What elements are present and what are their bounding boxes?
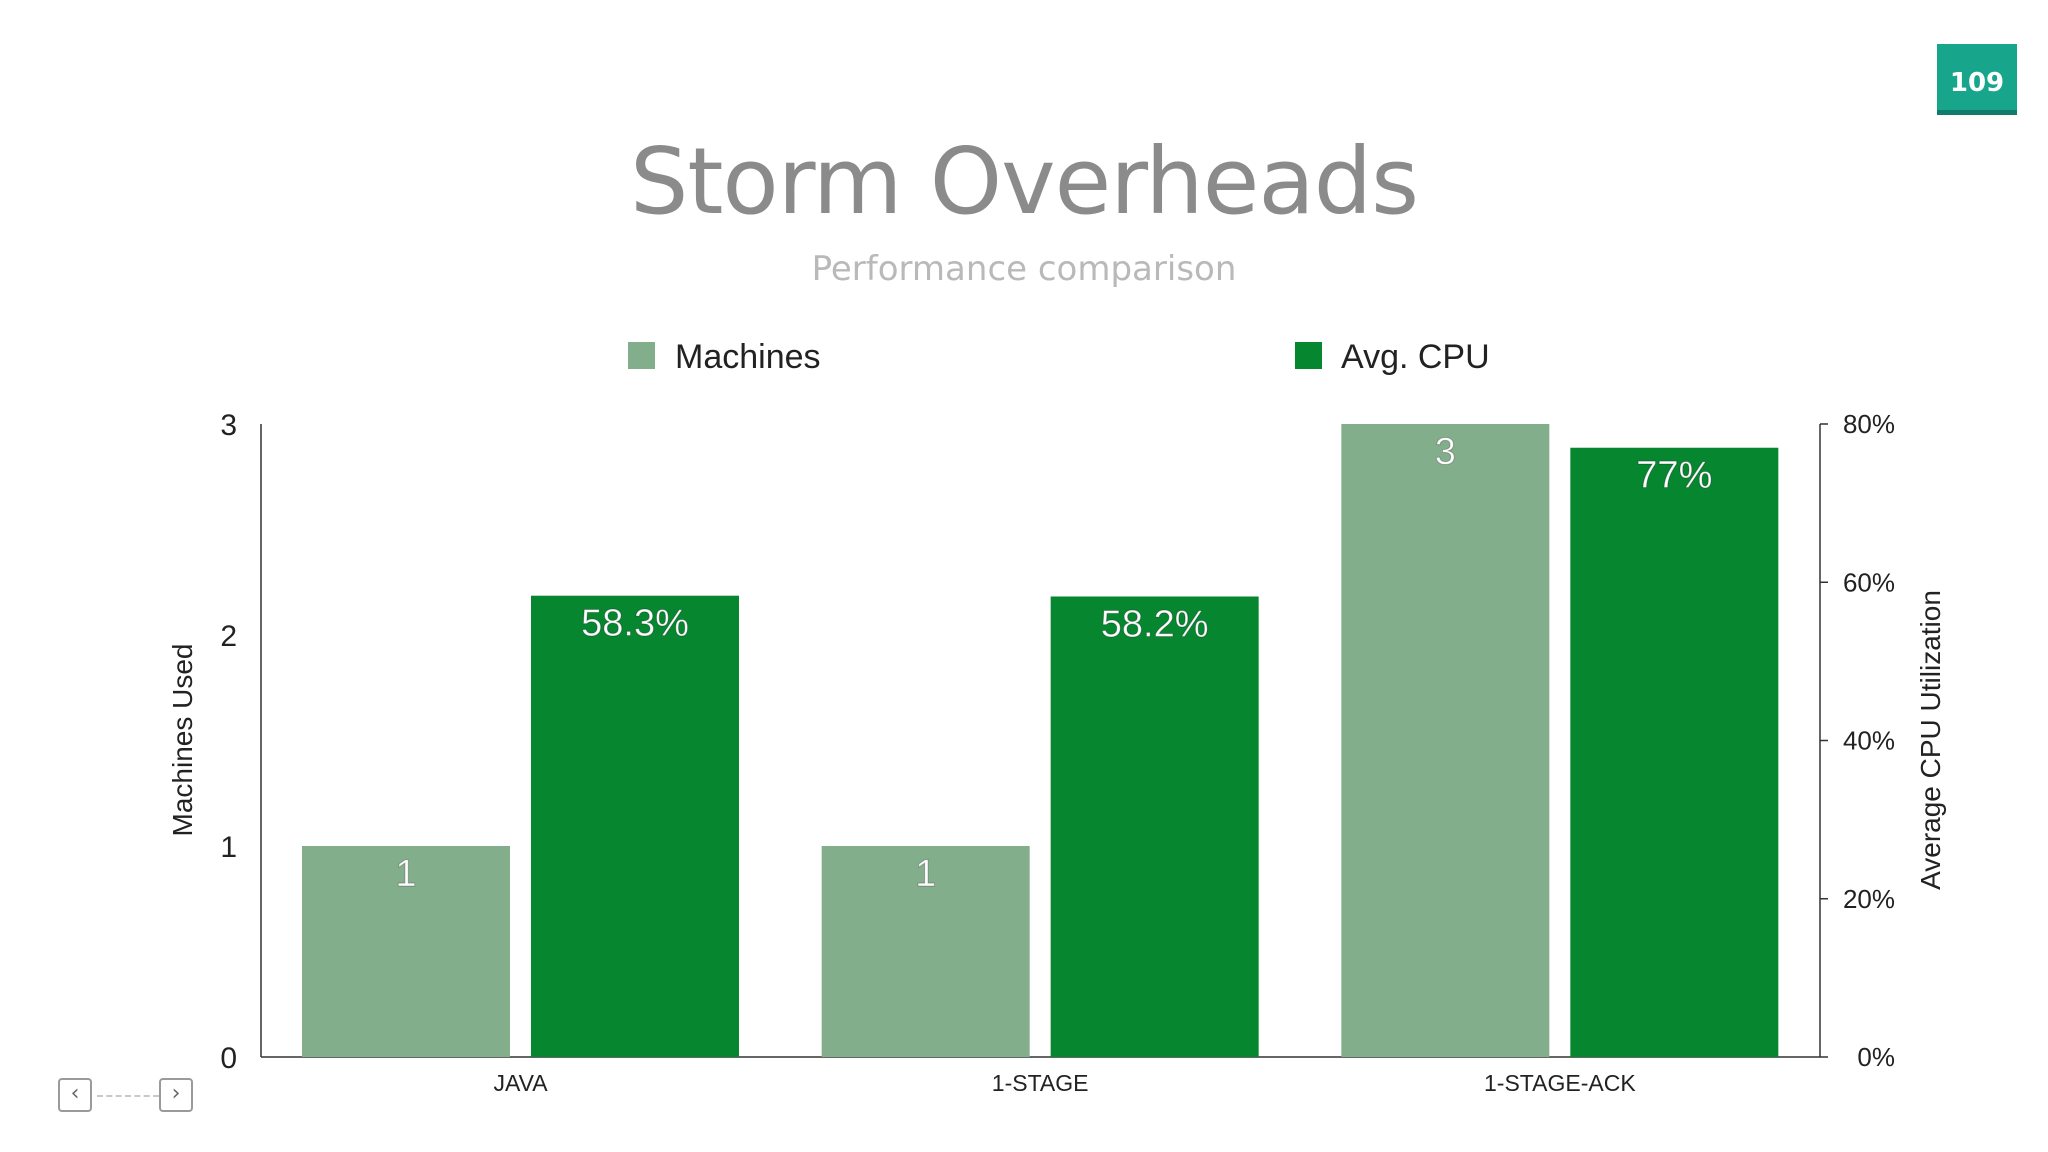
data-label: 1 bbox=[395, 853, 416, 895]
bar-machines bbox=[302, 846, 510, 1057]
next-slide-button[interactable]: › bbox=[159, 1078, 193, 1112]
legend-label: Machines bbox=[675, 338, 821, 376]
x-tick-label: JAVA bbox=[493, 1070, 548, 1096]
y-tick-label-left: 3 bbox=[220, 409, 237, 442]
nav-divider bbox=[97, 1095, 159, 1097]
y-tick-label-right: 20% bbox=[1843, 884, 1895, 914]
y-tick-label-right: 80% bbox=[1843, 409, 1895, 439]
legend-label: Avg. CPU bbox=[1341, 338, 1490, 376]
y-axis-title-right: Average CPU Utilization bbox=[1915, 590, 1946, 890]
y-tick-label-left: 1 bbox=[220, 831, 237, 864]
data-label: 58.3% bbox=[581, 603, 689, 645]
y-tick-label-right: 60% bbox=[1843, 567, 1895, 597]
slide-title: Storm Overheads bbox=[629, 128, 1419, 235]
data-label: 1 bbox=[915, 853, 936, 895]
y-tick-label-right: 40% bbox=[1843, 726, 1895, 756]
bar-avg-cpu bbox=[1570, 447, 1779, 1057]
y-tick-label-right: 0% bbox=[1857, 1042, 1895, 1072]
y-axis-title-left: Machines Used bbox=[167, 644, 198, 837]
page-number-badge: 109 bbox=[1937, 44, 2017, 115]
bar-machines bbox=[1341, 424, 1550, 1057]
data-label: 77% bbox=[1636, 455, 1712, 497]
slide-subtitle: Performance comparison bbox=[811, 249, 1237, 289]
chevron-right-icon: › bbox=[171, 1081, 181, 1106]
legend-swatch bbox=[628, 342, 655, 369]
bar-machines bbox=[821, 846, 1030, 1057]
data-label: 3 bbox=[1435, 431, 1456, 473]
y-tick-label-left: 0 bbox=[220, 1042, 237, 1075]
bar-avg-cpu bbox=[1050, 596, 1259, 1057]
prev-slide-button[interactable]: ‹ bbox=[58, 1078, 92, 1112]
y-tick-label-left: 2 bbox=[220, 620, 237, 653]
x-tick-label: 1-STAGE-ACK bbox=[1484, 1070, 1636, 1096]
chevron-left-icon: ‹ bbox=[70, 1081, 80, 1106]
x-tick-label: 1-STAGE bbox=[992, 1070, 1089, 1096]
data-label: 58.2% bbox=[1101, 603, 1209, 645]
legend-swatch bbox=[1295, 342, 1322, 369]
bar-avg-cpu bbox=[531, 595, 739, 1057]
